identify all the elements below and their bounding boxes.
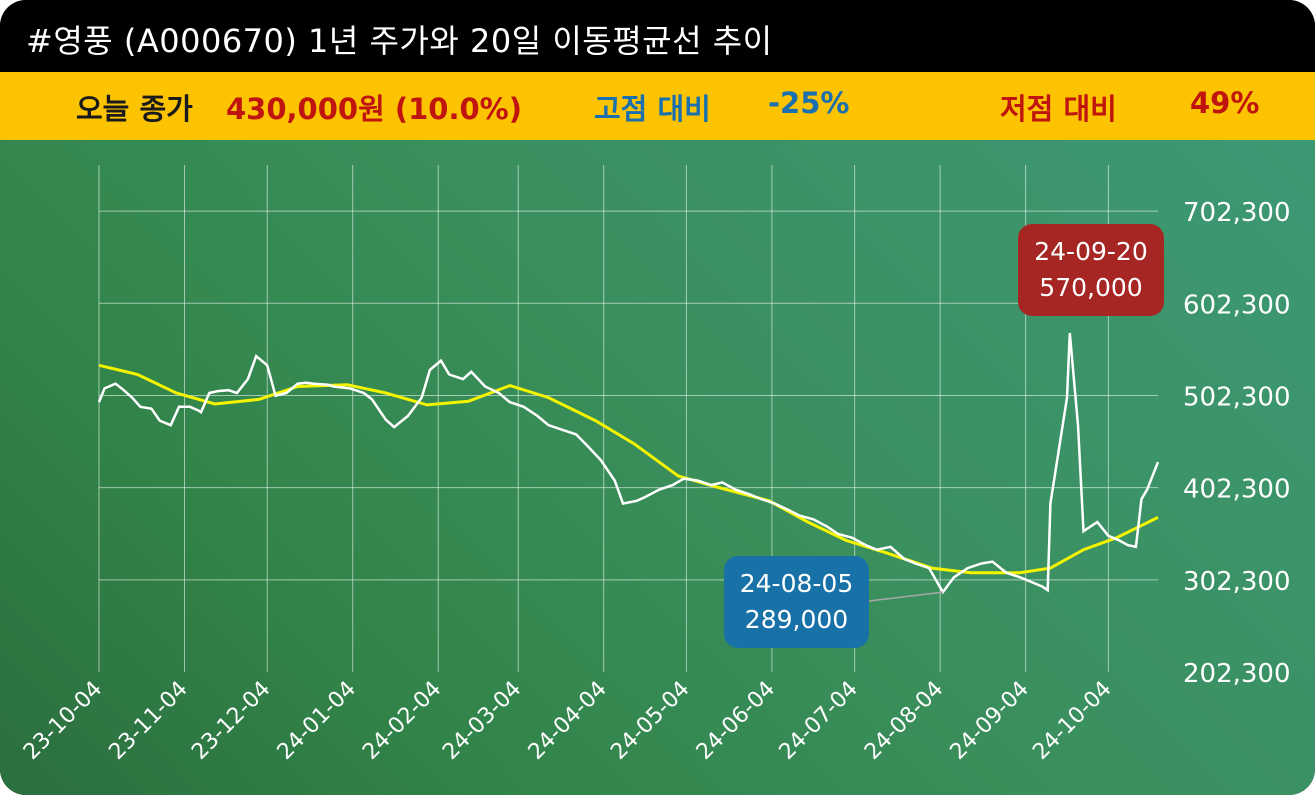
- x-tick-label: 24-03-04: [438, 677, 526, 765]
- info-bar: 오늘 종가 430,000원 (10.0%) 고점 대비 -25% 저점 대비 …: [0, 72, 1315, 140]
- y-tick-label: 402,300: [1183, 475, 1291, 505]
- x-tick-label: 23-12-04: [187, 677, 275, 765]
- x-tick-label: 24-05-04: [606, 677, 694, 765]
- high-callout: 24-09-20 570,000: [1018, 224, 1164, 316]
- x-tick-label: 23-11-04: [104, 677, 192, 765]
- x-axis-ticks: 23-10-0423-11-0423-12-0424-01-0424-02-04…: [19, 677, 1117, 765]
- x-tick-label: 24-10-04: [1028, 677, 1116, 765]
- low-callout-value: 289,000: [744, 605, 849, 634]
- x-tick-label: 23-10-04: [19, 677, 107, 765]
- low-callout: 24-08-05 289,000: [724, 556, 869, 648]
- title-bar: #영풍 (A000670) 1년 주가와 20일 이동평균선 추이: [0, 0, 1315, 72]
- y-tick-label: 502,300: [1183, 382, 1291, 412]
- low-callout-pointer: [868, 591, 943, 602]
- x-tick-label: 24-01-04: [273, 677, 361, 765]
- high-callout-value: 570,000: [1039, 273, 1143, 302]
- y-axis-ticks: 202,300 302,300 402,300 502,300 602,300 702,3…: [1183, 198, 1291, 689]
- close-label: 오늘 종가: [76, 92, 193, 126]
- high-compare-label: 고점 대비: [594, 92, 711, 126]
- x-tick-label: 24-06-04: [692, 677, 780, 765]
- x-tick-label: 24-02-04: [358, 677, 446, 765]
- ma20-line: [98, 363, 1159, 575]
- y-tick-label: 202,300: [1183, 659, 1291, 689]
- close-value: 430,000원 (10.0%): [226, 92, 522, 126]
- low-compare-value: 49%: [1190, 86, 1260, 120]
- x-tick-label: 24-04-04: [524, 677, 612, 765]
- grid: [98, 165, 1158, 672]
- y-tick-label: 302,300: [1183, 567, 1291, 597]
- x-tick-label: 24-09-04: [946, 677, 1034, 765]
- price-line: [97, 332, 1160, 595]
- x-tick-label: 24-07-04: [775, 677, 863, 765]
- x-tick-label: 24-08-04: [860, 677, 948, 765]
- high-callout-date: 24-09-20: [1034, 237, 1148, 266]
- low-callout-date: 24-08-05: [739, 569, 854, 598]
- page-title: #영풍 (A000670) 1년 주가와 20일 이동평균선 추이: [26, 22, 773, 60]
- low-compare-label: 저점 대비: [1000, 92, 1117, 126]
- high-compare-value: -25%: [768, 86, 850, 120]
- y-tick-label: 602,300: [1183, 290, 1291, 320]
- y-tick-label: 702,300: [1183, 198, 1291, 228]
